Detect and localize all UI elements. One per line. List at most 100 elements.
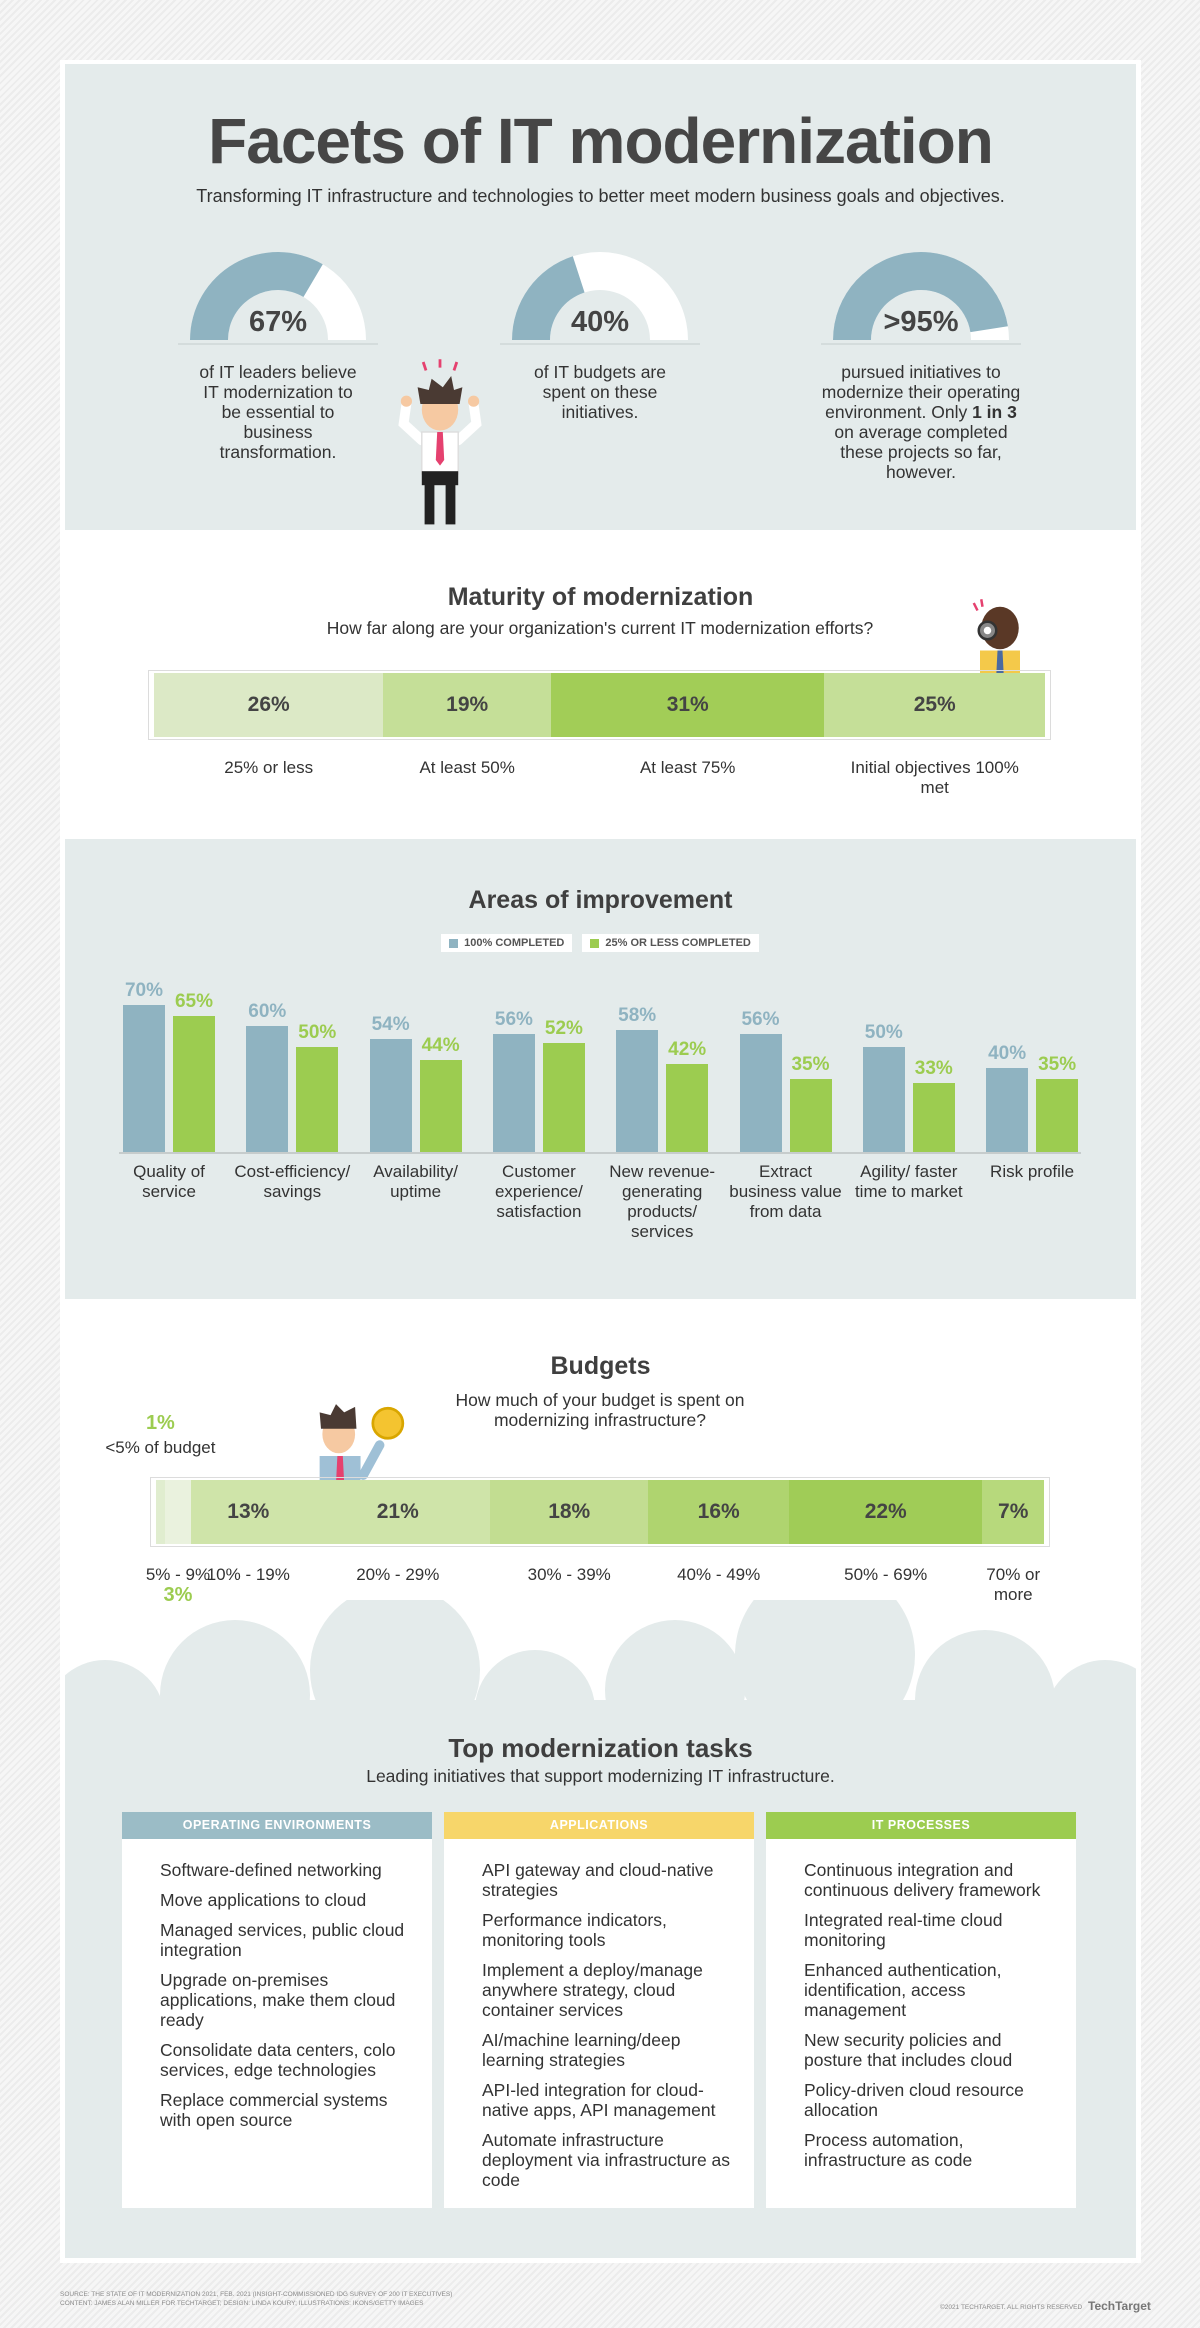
category-label: Quality of service bbox=[133, 1162, 205, 1201]
footer-source: SOURCE: THE STATE OF IT MODERNIZATION 20… bbox=[60, 2291, 453, 2298]
task-item: Automate infrastructure deployment via i… bbox=[482, 2130, 731, 2190]
value-label: 26% bbox=[247, 693, 290, 716]
footer-credits: CONTENT: JAMES ALAN MILLER FOR TECHTARGE… bbox=[60, 2300, 424, 2307]
task-panel: Software-defined networking Move applicat… bbox=[122, 1839, 432, 2208]
task-item: API-led integration for cloud-native app… bbox=[482, 2080, 716, 2120]
value-label: 56% bbox=[494, 1009, 533, 1031]
bar bbox=[123, 1005, 165, 1152]
task-item: Software-defined networking bbox=[160, 1860, 382, 1880]
cloud bbox=[475, 1650, 595, 1770]
bar bbox=[542, 1042, 585, 1152]
legend-item: 25% OR LESS COMPLETED bbox=[582, 934, 759, 952]
gauge-label: 67% bbox=[248, 306, 308, 338]
value-label: 3% bbox=[163, 1584, 193, 1606]
value-label: 19% bbox=[446, 693, 489, 716]
bar-segment bbox=[648, 1480, 790, 1544]
stat-text-part: on average completed these projects so f… bbox=[834, 422, 1008, 482]
legend-swatch bbox=[590, 938, 600, 948]
value-label: 1% bbox=[145, 1412, 175, 1434]
stat-text-part: 1 in 3 bbox=[972, 402, 1017, 422]
bar bbox=[419, 1059, 462, 1152]
bar bbox=[789, 1078, 832, 1152]
bar bbox=[369, 1038, 412, 1152]
bar-segment bbox=[383, 673, 551, 737]
bar bbox=[616, 1030, 659, 1152]
bar-segment bbox=[191, 1480, 306, 1544]
task-item: Managed services, public cloud integrati… bbox=[160, 1920, 405, 1960]
task-item: API gateway and cloud-native strategies bbox=[482, 1860, 714, 1900]
chart-subtitle: How much of your budget is spent on mode… bbox=[455, 1390, 745, 1430]
task-item: Process automation, infrastructure as co… bbox=[804, 2130, 973, 2170]
value-label: 18% bbox=[548, 1500, 591, 1523]
stat-text: of IT budgets are spent on these initiat… bbox=[520, 362, 680, 422]
bar bbox=[666, 1063, 709, 1152]
legend-item: 100% COMPLETED bbox=[441, 934, 573, 952]
bar bbox=[246, 1026, 289, 1152]
value-label: 35% bbox=[1038, 1053, 1077, 1075]
value-label: 70% bbox=[124, 980, 164, 1001]
category-label: New revenue-generating products/ service… bbox=[609, 1162, 716, 1241]
gauge-label: >95% bbox=[883, 306, 959, 338]
cloud bbox=[915, 1630, 1055, 1770]
task-panel: Continuous integration and continuous de… bbox=[766, 1839, 1076, 2208]
value-label: 56% bbox=[741, 1009, 780, 1031]
task-item: Integrated real-time cloud monitoring bbox=[804, 1910, 1003, 1950]
value-label: 58% bbox=[618, 1005, 657, 1027]
value-label: 22% bbox=[864, 1500, 907, 1523]
cloud bbox=[735, 1600, 915, 1745]
task-item: Consolidate data centers, colo services,… bbox=[160, 2040, 396, 2080]
bar bbox=[862, 1047, 905, 1152]
task-panel: API gateway and cloud-native strategies P… bbox=[444, 1839, 754, 2208]
bar-segment bbox=[550, 673, 825, 737]
category-label: <5% of budget bbox=[105, 1438, 216, 1457]
cloud bbox=[310, 1600, 480, 1755]
bar-segment bbox=[156, 1480, 165, 1544]
subtitle: Transforming IT infrastructure and techn… bbox=[196, 186, 1005, 206]
bar bbox=[296, 1047, 339, 1152]
bar-segment bbox=[824, 673, 1045, 737]
category-label: Availability/ uptime bbox=[373, 1162, 458, 1201]
cloud bbox=[65, 1660, 165, 1780]
value-label: 31% bbox=[666, 693, 709, 716]
value-label: 42% bbox=[668, 1038, 707, 1060]
legend-swatch bbox=[449, 938, 459, 948]
baseline bbox=[119, 1152, 1081, 1154]
gauge bbox=[178, 252, 378, 345]
task-header: IT PROCESSES bbox=[766, 1812, 1076, 1839]
category-label: 40% - 49% bbox=[677, 1565, 761, 1584]
value-label: 25% bbox=[913, 693, 956, 716]
tasks-title: Top modernization tasks bbox=[448, 1733, 753, 1763]
gauge bbox=[500, 252, 700, 345]
task-item: Policy-driven cloud resource allocation bbox=[804, 2080, 1024, 2120]
gauge-label: 40% bbox=[570, 306, 630, 338]
bar bbox=[912, 1082, 955, 1152]
category-label: Cost-efficiency/ savings bbox=[234, 1162, 351, 1201]
task-item: AI/machine learning/deep learning strate… bbox=[482, 2030, 681, 2070]
legend-label: 100% COMPLETED bbox=[464, 937, 565, 949]
task-item: Enhanced authentication, identification,… bbox=[804, 1960, 1002, 2020]
category-label: 30% - 39% bbox=[527, 1565, 611, 1584]
value-label: 16% bbox=[697, 1500, 740, 1523]
task-item: New security policies and posture that i… bbox=[804, 2030, 1013, 2070]
bar-segment bbox=[490, 1480, 649, 1544]
chart-subtitle: How far along are your organization's cu… bbox=[326, 618, 874, 638]
bar bbox=[986, 1068, 1029, 1152]
stat-text-part: of IT budgets are spent on these initiat… bbox=[534, 362, 666, 422]
value-label: 60% bbox=[248, 1001, 287, 1022]
task-item: Implement a deploy/manage anywhere strat… bbox=[482, 1960, 703, 2020]
task-item: Upgrade on-premises applications, make t… bbox=[160, 1970, 396, 2030]
task-item: Continuous integration and continuous de… bbox=[804, 1860, 1041, 1900]
bar bbox=[1036, 1078, 1079, 1152]
bar-segment bbox=[789, 1480, 983, 1544]
cloud bbox=[160, 1620, 310, 1770]
category-label: 10% - 19% bbox=[206, 1565, 290, 1584]
legend-label: 25% OR LESS COMPLETED bbox=[605, 937, 751, 949]
bar-frame bbox=[150, 1477, 1050, 1547]
title: Facets of IT modernization bbox=[208, 105, 994, 177]
category-label: 5% - 9% bbox=[145, 1565, 211, 1584]
cloud bbox=[605, 1620, 745, 1760]
value-label: 33% bbox=[914, 1057, 953, 1079]
value-label: 7% bbox=[998, 1500, 1029, 1523]
tasks-subtitle: Leading initiatives that support moderni… bbox=[366, 1766, 835, 1786]
